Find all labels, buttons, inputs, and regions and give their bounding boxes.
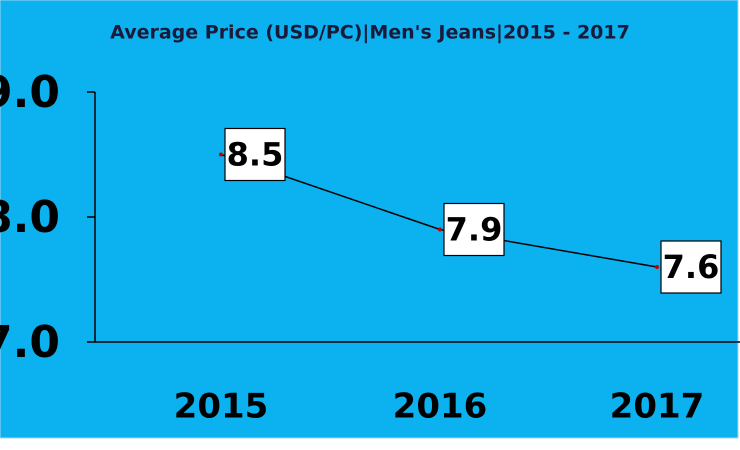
data-label-text: 7.6 bbox=[663, 248, 720, 286]
data-label: 7.6 bbox=[660, 240, 722, 294]
data-label-box bbox=[224, 127, 286, 182]
chart-title: Average Price (USD/PC)|Men's Jeans|2015 … bbox=[110, 22, 630, 44]
data-label-text: 8.5 bbox=[227, 136, 284, 174]
y-tick-label: 7.0 bbox=[0, 317, 60, 368]
data-label: 8.5 bbox=[224, 127, 286, 182]
x-tick-label: 2017 bbox=[610, 387, 705, 427]
marker bbox=[219, 152, 223, 157]
data-label-text: 7.9 bbox=[446, 211, 503, 249]
data-label-box bbox=[443, 202, 505, 257]
marker bbox=[655, 265, 659, 269]
y-tick-label: 8.0 bbox=[0, 192, 60, 243]
x-tick-label: 2015 bbox=[174, 387, 269, 427]
y-tick-label: 9.0 bbox=[0, 67, 60, 118]
data-label-box bbox=[660, 240, 722, 294]
x-tick-label: 2016 bbox=[393, 387, 488, 427]
marker bbox=[438, 227, 442, 232]
data-label: 7.9 bbox=[443, 202, 505, 257]
chart-background bbox=[0, 0, 739, 439]
